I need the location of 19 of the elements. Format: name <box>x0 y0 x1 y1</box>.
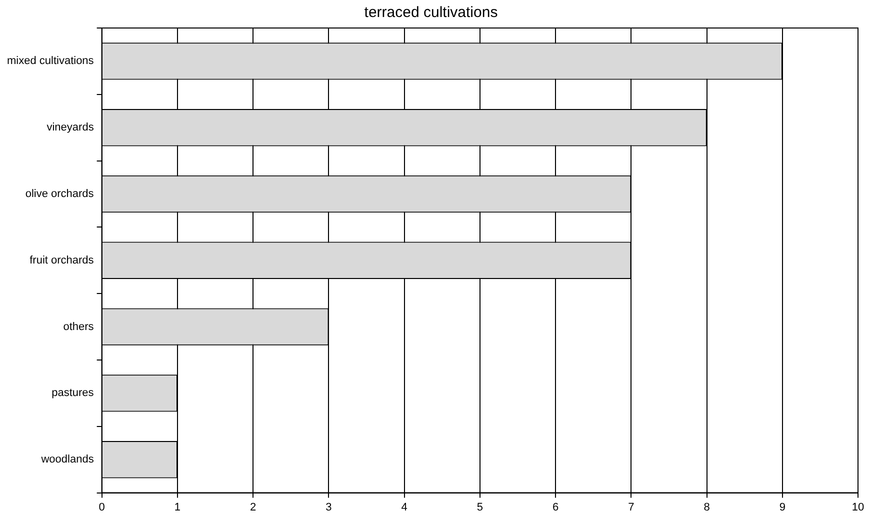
x-tick-label: 6 <box>552 501 559 514</box>
x-tick-label: 2 <box>250 501 256 514</box>
x-tick-label: 7 <box>628 501 634 514</box>
x-tick-label: 1 <box>174 501 180 514</box>
x-tick-label: 8 <box>704 501 710 514</box>
y-tick-label: woodlands <box>40 454 94 466</box>
x-tick-label: 3 <box>326 501 332 514</box>
y-tick-label: vineyards <box>46 122 94 134</box>
y-tick-label: others <box>63 320 94 333</box>
x-tick-label: 4 <box>401 501 408 514</box>
x-tick-label: 10 <box>852 501 864 514</box>
y-tick-label: olive orchards <box>25 188 94 200</box>
x-tick-label: 0 <box>98 501 105 514</box>
y-tick-label: fruit orchards <box>30 254 94 266</box>
x-tick-label: 5 <box>476 501 483 514</box>
y-tick-label: pastures <box>52 387 94 400</box>
x-tick-label: 9 <box>779 501 786 514</box>
chart-title: terraced cultivations <box>364 4 498 22</box>
y-tick-label: mixed cultivations <box>6 55 94 68</box>
